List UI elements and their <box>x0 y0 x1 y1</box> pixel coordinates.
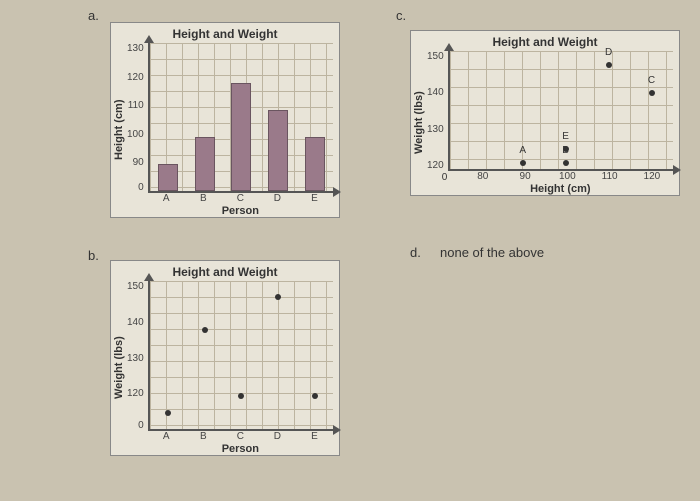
xtick: C <box>222 193 259 204</box>
ytick: 130 <box>127 353 144 364</box>
option-a-label: a. <box>88 8 99 23</box>
chart-b-xlabel: Person <box>148 442 333 455</box>
ytick: 90 <box>127 157 144 168</box>
chart-b-plot <box>148 281 333 431</box>
ytick: 120 <box>127 72 144 83</box>
chart-a-yticks: 130 120 110 100 90 0 <box>127 43 148 193</box>
point-label: C <box>648 75 655 86</box>
bar <box>268 110 288 191</box>
option-c-label: c. <box>396 8 406 23</box>
option-d-text: none of the above <box>440 245 544 260</box>
data-point <box>520 160 526 166</box>
bar <box>305 137 325 191</box>
chart-b-ylabel: Weight (lbs) <box>111 281 127 455</box>
ytick: 100 <box>127 129 144 140</box>
xtick: 120 <box>631 171 673 182</box>
data-point <box>238 393 244 399</box>
xtick: B <box>185 193 222 204</box>
data-point <box>165 410 171 416</box>
point-label: E <box>562 131 569 142</box>
data-point <box>563 160 569 166</box>
bar <box>231 83 251 191</box>
chart-c-plot: 0 ABECD <box>448 51 673 171</box>
chart-c-yticks: 150 140 130 120 <box>427 51 448 171</box>
xtick: 80 <box>462 171 504 182</box>
chart-b-yticks: 150 140 130 120 0 <box>127 281 148 431</box>
chart-c-ylabel: Weight (lbs) <box>411 51 427 195</box>
ytick: 140 <box>427 87 444 98</box>
xtick: E <box>296 193 333 204</box>
ytick: 0 <box>127 182 144 193</box>
chart-b-xticks: ABCDE <box>148 431 333 442</box>
chart-a-ylabel: Height (cm) <box>111 43 127 217</box>
ytick: 120 <box>427 160 444 171</box>
xtick: E <box>296 431 333 442</box>
xtick: D <box>259 431 296 442</box>
xtick: A <box>148 431 185 442</box>
xtick: D <box>259 193 296 204</box>
point-label: A <box>519 145 526 156</box>
ytick: 130 <box>427 124 444 135</box>
bar <box>158 164 178 191</box>
xtick: C <box>222 431 259 442</box>
data-point <box>649 90 655 96</box>
ytick: 130 <box>127 43 144 54</box>
ytick: 120 <box>127 388 144 399</box>
ytick: 110 <box>127 100 144 111</box>
xtick: 100 <box>546 171 588 182</box>
chart-c-xlabel: Height (cm) <box>448 182 673 195</box>
chart-b-panel: Height and Weight Weight (lbs) 150140130… <box>110 260 340 456</box>
chart-c-panel: Height and Weight Weight (lbs) 150140130… <box>410 30 680 196</box>
xtick: A <box>148 193 185 204</box>
option-b-label: b. <box>88 248 99 263</box>
xtick: 90 <box>504 171 546 182</box>
point-label: D <box>605 47 612 58</box>
ytick: 0 <box>127 420 144 431</box>
chart-c-origin: 0 <box>442 172 448 183</box>
data-point <box>275 294 281 300</box>
data-point <box>563 146 569 152</box>
chart-c-xticks: 08090100110120 <box>448 171 673 182</box>
xtick: 110 <box>588 171 630 182</box>
chart-a-plot <box>148 43 333 193</box>
chart-a-xlabel: Person <box>148 204 333 217</box>
ytick: 140 <box>127 317 144 328</box>
bar <box>195 137 215 191</box>
ytick: 150 <box>427 51 444 62</box>
xtick: B <box>185 431 222 442</box>
data-point <box>312 393 318 399</box>
data-point <box>606 62 612 68</box>
ytick: 150 <box>127 281 144 292</box>
data-point <box>202 327 208 333</box>
chart-a-panel: Height and Weight Height (cm) 1301201101… <box>110 22 340 218</box>
chart-a-xticks: ABCDE <box>148 193 333 204</box>
option-d-label: d. <box>410 245 421 260</box>
